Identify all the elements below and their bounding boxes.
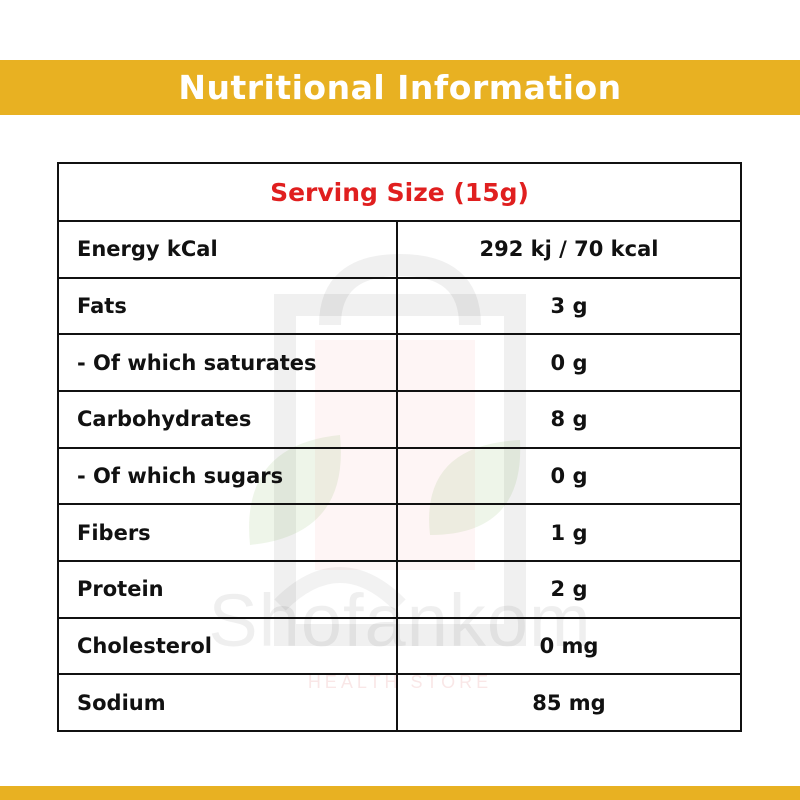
nutrition-table: Serving Size (15g) Energy kCal 292 kj / …	[57, 162, 742, 732]
nutrient-label: Sodium	[57, 673, 398, 732]
table-row: - Of which sugars 0 g	[57, 446, 742, 506]
table-row: Sodium 85 mg	[57, 673, 742, 732]
nutrient-value: 3 g	[396, 276, 742, 336]
table-row: - Of which saturates 0 g	[57, 333, 742, 392]
nutrient-label: - Of which saturates	[57, 333, 398, 392]
bottom-banner	[0, 786, 800, 800]
serving-size-row: Serving Size (15g)	[57, 162, 742, 222]
nutrient-label: Carbohydrates	[57, 389, 398, 449]
nutrient-value: 0 g	[396, 446, 742, 506]
nutrient-label: Protein	[57, 559, 398, 619]
nutrient-value: 8 g	[396, 389, 742, 449]
nutrient-label: Fibers	[57, 503, 398, 562]
nutrient-value: 0 g	[396, 333, 742, 392]
page-title: Nutritional Information	[178, 68, 622, 107]
nutrient-value: 1 g	[396, 503, 742, 562]
nutrient-label: Cholesterol	[57, 616, 398, 676]
table-row: Carbohydrates 8 g	[57, 389, 742, 449]
nutrient-label: Energy kCal	[57, 220, 398, 279]
nutrient-label: Fats	[57, 276, 398, 336]
table-row: Fats 3 g	[57, 276, 742, 336]
title-banner: Nutritional Information	[0, 60, 800, 115]
nutrient-value: 2 g	[396, 559, 742, 619]
nutrient-label: - Of which sugars	[57, 446, 398, 506]
table-row: Cholesterol 0 mg	[57, 616, 742, 676]
serving-size: Serving Size (15g)	[57, 162, 742, 222]
table-row: Protein 2 g	[57, 559, 742, 619]
nutrient-value: 85 mg	[396, 673, 742, 732]
table-row: Energy kCal 292 kj / 70 kcal	[57, 220, 742, 279]
nutrient-value: 0 mg	[396, 616, 742, 676]
table-row: Fibers 1 g	[57, 503, 742, 562]
nutrient-value: 292 kj / 70 kcal	[396, 220, 742, 279]
